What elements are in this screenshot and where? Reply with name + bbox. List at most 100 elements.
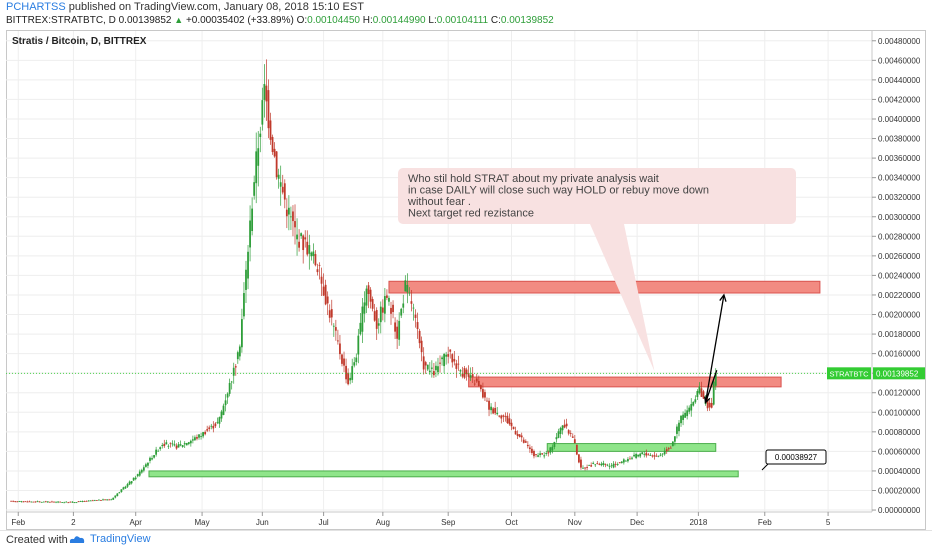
candle-body	[87, 500, 90, 502]
candle-body	[432, 371, 435, 376]
candle-body	[674, 436, 676, 442]
candle-body	[228, 382, 231, 394]
current-price-tag-label: 0.00139852	[876, 369, 919, 378]
candle-body	[138, 471, 141, 476]
candle-body	[475, 378, 478, 382]
candle-body	[234, 366, 237, 368]
candle-body	[647, 454, 650, 456]
candle-body	[285, 209, 288, 217]
candle-body	[169, 442, 172, 444]
candle-body	[28, 501, 31, 503]
callout-line: in case DAILY will close such way HOLD o…	[408, 185, 709, 197]
candle-body	[620, 461, 623, 463]
candle-body	[488, 400, 490, 410]
candle-body	[194, 437, 196, 441]
candle-body	[38, 501, 41, 503]
candle-body	[345, 365, 347, 380]
candle-body	[316, 269, 319, 273]
candle-body	[149, 457, 151, 461]
candle-body	[257, 148, 260, 166]
candle-body	[524, 441, 527, 443]
candle-body	[696, 390, 699, 398]
author-link[interactable]: PCHARTSS	[6, 1, 66, 13]
candle-body	[46, 501, 49, 503]
time-axis[interactable]: Feb 2 Apr May Jun Jul Aug Sep Oct Nov Dec 2018 Feb 5	[6, 511, 872, 527]
candle-body	[140, 469, 143, 473]
price-tick-label: 0.00260000	[878, 252, 921, 261]
candle-body	[130, 481, 133, 484]
candle-body	[616, 464, 619, 465]
callout-line: without fear .	[407, 196, 471, 208]
candle-body	[183, 443, 186, 445]
candle-body	[441, 357, 443, 360]
candle-body	[343, 358, 345, 366]
price-tick-label: 0.00480000	[878, 37, 921, 46]
price-tick-label: 0.00220000	[878, 291, 921, 300]
price-tick-label: 0.00320000	[878, 193, 921, 202]
candle-body	[678, 422, 680, 432]
candle-body	[702, 391, 705, 399]
candle-body	[40, 501, 43, 503]
candle-body	[418, 330, 421, 344]
candle-body	[479, 385, 482, 390]
price-label-text: 0.00038927	[775, 453, 818, 462]
candle-body	[598, 463, 601, 465]
candle-body	[214, 423, 217, 427]
candle-body	[191, 439, 194, 441]
price-tick-label: 0.00180000	[878, 330, 921, 339]
candle-body	[263, 84, 266, 100]
candle-body	[653, 455, 656, 457]
candle-body	[277, 174, 280, 179]
time-tick-label: May	[195, 518, 210, 527]
candle-body	[336, 340, 339, 342]
tradingview-logo[interactable]: TradingView	[68, 533, 151, 545]
candle-body	[404, 280, 407, 292]
change-text: +0.00035402 (+33.89%)	[185, 15, 294, 26]
candle-body	[473, 383, 476, 385]
candle-body	[588, 464, 591, 466]
price-axis[interactable]: 0.00480000 0.00460000 0.00440000 0.00420000…	[871, 31, 925, 515]
candle-body	[89, 500, 92, 502]
chart-panel[interactable]	[6, 30, 926, 530]
candle-body	[296, 234, 298, 240]
candle-body	[455, 363, 458, 369]
price-tick-label: 0.00000000	[878, 506, 921, 515]
candle-body	[249, 220, 251, 248]
candle-body	[30, 501, 33, 503]
candle-body	[700, 388, 703, 397]
candle-body	[77, 501, 80, 503]
candle-body	[602, 462, 605, 466]
candle-body	[453, 358, 456, 362]
price-tick-label: 0.00380000	[878, 135, 921, 144]
candle-body	[447, 354, 450, 357]
price-tick-label: 0.00040000	[878, 467, 921, 476]
up-triangle-icon: ▲	[174, 15, 184, 25]
candle-body	[265, 85, 268, 102]
price-tick-label: 0.00120000	[878, 389, 921, 398]
open-value: 0.00104450	[307, 15, 360, 26]
candle-body	[185, 443, 188, 446]
candle-body	[665, 449, 668, 452]
candle-body	[292, 211, 294, 222]
candle-body	[580, 459, 582, 468]
candle-body	[212, 425, 215, 429]
candle-body	[547, 452, 550, 454]
candle-body	[61, 502, 64, 503]
candle-body	[645, 452, 648, 456]
price-tick-label: 0.00460000	[878, 56, 921, 65]
candle-body	[390, 307, 392, 314]
candle-body	[533, 451, 535, 457]
time-tick-label: Feb	[11, 518, 25, 527]
ohlc-line: BITTREX:STRATBTC, D 0.00139852 ▲ +0.0003…	[6, 15, 554, 26]
candle-body	[482, 389, 484, 398]
arrow-head-icon	[704, 396, 711, 404]
candle-body	[422, 356, 425, 370]
price-tick-label: 0.00440000	[878, 76, 921, 85]
candle-body	[430, 367, 433, 369]
candle-body	[247, 251, 249, 279]
candle-body	[136, 474, 139, 477]
candle-body	[541, 453, 544, 455]
candle-body	[545, 453, 548, 454]
candle-body	[369, 289, 372, 302]
